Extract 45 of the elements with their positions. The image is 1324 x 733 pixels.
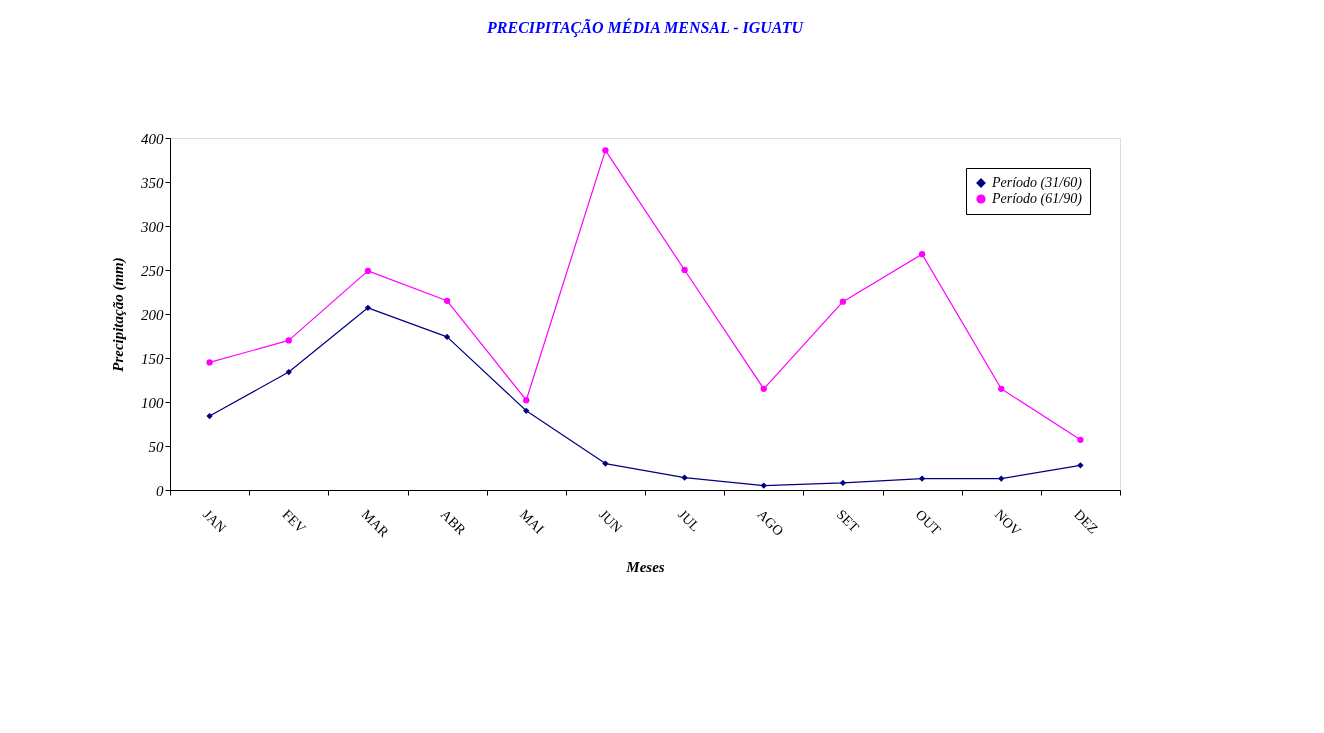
- point: [839, 479, 847, 487]
- y-tick-label: 200: [141, 306, 164, 323]
- legend-label: Período (31/60): [991, 175, 1083, 191]
- x-tick-label: AGO: [754, 506, 787, 539]
- point: [760, 385, 767, 392]
- y-tick-label: 300: [140, 218, 164, 235]
- point: [523, 407, 530, 414]
- y-tick-label: 0: [156, 482, 164, 499]
- x-axis-title: Meses: [625, 558, 665, 575]
- point: [602, 147, 609, 154]
- x-tick-label: SET: [833, 506, 863, 536]
- x-tick-label: JAN: [200, 506, 229, 536]
- point: [206, 359, 213, 366]
- y-tick-label: 400: [141, 130, 164, 147]
- point: [364, 304, 372, 311]
- point: [523, 397, 530, 404]
- y-tick-label: 150: [141, 350, 164, 367]
- point: [285, 337, 292, 344]
- point: [364, 267, 372, 275]
- point: [681, 474, 688, 481]
- point: [285, 368, 292, 376]
- point: [1077, 436, 1084, 443]
- chart-title: PRECIPITAÇÃO MÉDIA MENSAL - IGUATU: [486, 18, 805, 37]
- point: [760, 482, 767, 489]
- x-tick-label: FEV: [279, 506, 309, 537]
- point: [206, 412, 213, 420]
- point: [918, 251, 926, 258]
- legend-label: Período (61/90): [991, 191, 1083, 207]
- y-tick-label: 100: [141, 394, 164, 411]
- x-tick-label: ABR: [437, 506, 470, 539]
- point: [998, 475, 1005, 482]
- point: [918, 475, 926, 482]
- point: [998, 385, 1005, 392]
- y-axis-title: Precipitação (mm): [110, 257, 127, 372]
- y-tick-label: 250: [141, 262, 164, 279]
- y-tick-label: 350: [140, 174, 164, 191]
- x-tick-label: JUN: [596, 506, 625, 536]
- x-tick-label: JUL: [675, 506, 703, 535]
- point: [681, 266, 688, 274]
- point: [602, 460, 609, 467]
- point: [839, 298, 847, 305]
- point: [443, 333, 451, 341]
- y-tick-label: 50: [148, 438, 164, 455]
- point: [1077, 462, 1084, 469]
- point: [443, 297, 451, 304]
